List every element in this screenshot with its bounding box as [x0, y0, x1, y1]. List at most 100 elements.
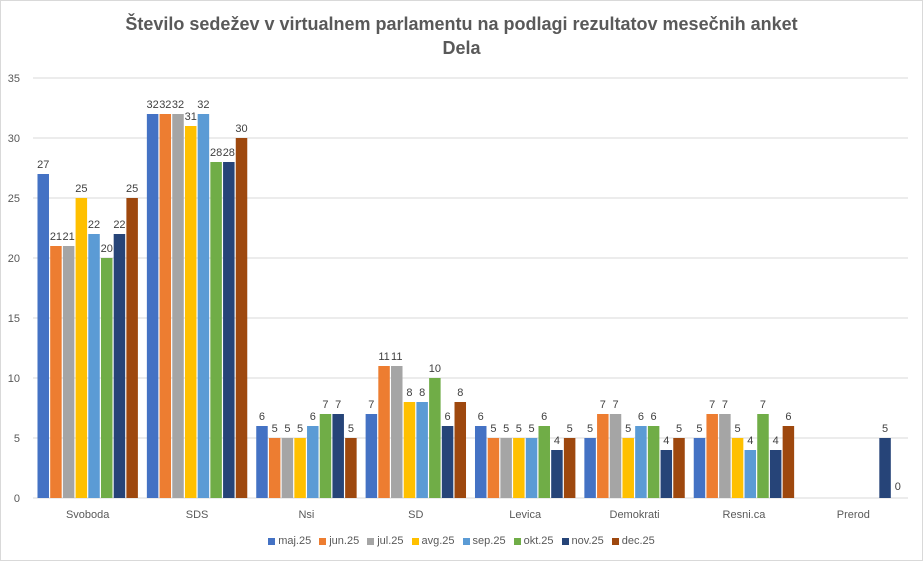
data-label: 30: [235, 123, 247, 135]
bar: [635, 426, 647, 498]
data-label: 22: [88, 219, 100, 231]
bar: [281, 438, 294, 498]
data-label: 4: [747, 435, 753, 447]
bar: [525, 438, 538, 498]
data-label: 7: [709, 399, 715, 411]
data-label: 8: [457, 387, 463, 399]
legend-swatch: [462, 537, 470, 545]
x-category-label: Svoboda: [66, 509, 110, 521]
legend-swatch: [561, 537, 569, 545]
legend-swatch: [268, 537, 276, 545]
bar: [487, 438, 500, 498]
bar: [647, 426, 660, 498]
legend-label: dec.25: [621, 535, 655, 547]
legend-swatch: [513, 537, 521, 545]
data-label: 4: [554, 435, 560, 447]
data-label: 5: [284, 423, 290, 435]
x-category-label: Prerod: [837, 509, 870, 521]
bar: [879, 438, 891, 498]
data-label: 5: [587, 423, 593, 435]
bar: [416, 402, 428, 498]
data-label: 5: [696, 423, 702, 435]
chart-title-line2: Dela: [442, 38, 481, 58]
data-label: 28: [223, 147, 235, 159]
data-label: 7: [600, 399, 606, 411]
x-category-label: Resni.ca: [723, 509, 767, 521]
data-label: 6: [785, 411, 791, 423]
data-label: 11: [391, 351, 402, 363]
bar: [474, 426, 487, 498]
chart-title-line1: Število sedežev v virtualnem parlamentu …: [125, 14, 798, 34]
legend-swatch: [319, 537, 327, 545]
bar: [622, 438, 634, 498]
bar: [113, 234, 126, 498]
y-tick-label: 30: [8, 133, 20, 145]
data-label: 0: [895, 481, 901, 493]
data-label: 22: [113, 219, 125, 231]
bar: [454, 402, 467, 498]
bar: [673, 438, 685, 498]
data-label: 25: [75, 183, 87, 195]
data-label: 25: [126, 183, 138, 195]
bar: [563, 438, 576, 498]
data-label: 6: [541, 411, 547, 423]
x-category-label: Demokrati: [610, 509, 660, 521]
data-label: 6: [478, 411, 484, 423]
legend-label: maj.25: [278, 535, 312, 547]
bar: [769, 450, 782, 498]
data-label: 20: [101, 243, 113, 255]
bar: [429, 378, 441, 498]
legend-item: okt.25: [513, 535, 554, 547]
bar: [731, 438, 744, 498]
bar: [319, 414, 332, 498]
bar: [268, 438, 281, 498]
bar: [403, 402, 416, 498]
data-label: 10: [429, 363, 441, 375]
legend-item: jun.25: [319, 535, 359, 547]
data-label: 8: [406, 387, 412, 399]
legend-label: avg.25: [421, 535, 455, 547]
bar: [62, 246, 75, 498]
data-label: 21: [50, 231, 62, 243]
bar: [706, 414, 718, 498]
bar: [197, 114, 210, 498]
legend-label: okt.25: [523, 535, 554, 547]
data-label: 6: [638, 411, 644, 423]
data-label: 7: [368, 399, 374, 411]
y-tick-label: 0: [14, 493, 20, 505]
x-category-label: SD: [408, 509, 423, 521]
bar: [332, 414, 344, 498]
data-label: 6: [651, 411, 657, 423]
bar: [693, 438, 706, 498]
bar: [584, 438, 596, 498]
x-category-label: Levica: [509, 509, 542, 521]
y-tick-label: 20: [8, 253, 20, 265]
bar: [294, 438, 306, 498]
bar: [744, 450, 757, 498]
legend-item: avg.25: [411, 535, 455, 547]
legend-swatch: [411, 537, 419, 545]
bar: [660, 450, 673, 498]
bar: [235, 138, 248, 498]
data-label: 32: [159, 99, 171, 111]
legend-item: jul.25: [367, 535, 404, 547]
legend-item: maj.25: [268, 535, 311, 547]
bar: [100, 258, 113, 498]
legend-item: sep.25: [462, 535, 506, 547]
data-label: 21: [63, 231, 75, 243]
data-label: 6: [259, 411, 265, 423]
data-label: 6: [445, 411, 451, 423]
x-category-label: SDS: [186, 509, 209, 521]
bar: [210, 162, 222, 498]
y-tick-label: 25: [8, 193, 20, 205]
y-tick-label: 35: [8, 73, 20, 85]
data-label: 7: [760, 399, 766, 411]
bar: [146, 114, 159, 498]
y-tick-label: 5: [14, 433, 20, 445]
data-label: 5: [567, 423, 573, 435]
data-label: 27: [37, 159, 49, 171]
data-label: 31: [185, 111, 197, 123]
bar: [538, 426, 550, 498]
bar: [719, 414, 731, 498]
